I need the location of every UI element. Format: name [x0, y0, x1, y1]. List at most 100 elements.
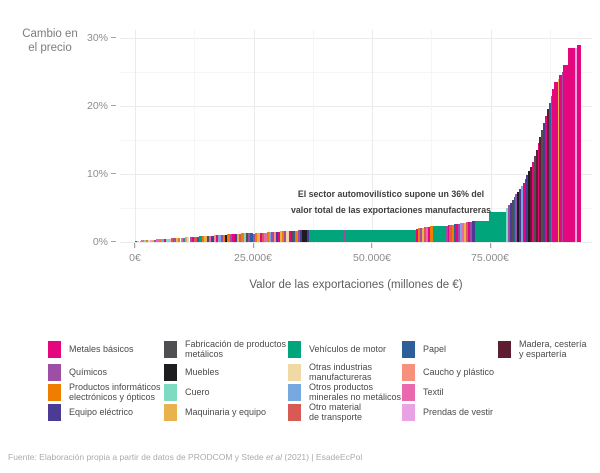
source-note-etal: et al: [265, 452, 283, 462]
bar-segment: [300, 230, 303, 242]
legend-swatch: [164, 403, 177, 421]
legend-item: Muebles: [164, 363, 219, 381]
legend-label: Vehículos de motor: [309, 343, 387, 354]
bar-segment: [344, 229, 346, 242]
bar-segment: [519, 188, 521, 242]
legend-item: Maquinaria y equipo: [164, 403, 266, 421]
bar-segment: [139, 240, 142, 242]
bar-segment: [229, 234, 232, 242]
gridline-y-minor: [120, 72, 592, 73]
bar-segment: [288, 230, 291, 242]
legend-label: Otras industrias manufactureras: [309, 361, 373, 383]
bar-segment: [148, 239, 150, 242]
legend-label: Otros productos minerales no metálicos: [309, 381, 402, 403]
bar-segment: [216, 235, 219, 242]
bar-segment: [430, 226, 433, 242]
bar-segment: [257, 233, 260, 242]
bar-segment: [177, 237, 181, 242]
bar-segment: [432, 226, 446, 242]
bar-segment: [184, 237, 188, 242]
legend-item: Químicos: [48, 363, 107, 381]
legend-item: Otras industrias manufactureras: [288, 361, 373, 383]
legend-item: Textil: [402, 383, 444, 401]
bar-segment: [275, 231, 279, 242]
bar-segment: [520, 186, 523, 242]
y-tick-mark: [111, 173, 116, 174]
legend-item: Papel: [402, 340, 446, 358]
legend-label: Fabricación de productos metálicos: [185, 338, 287, 360]
bar-segment: [141, 240, 144, 242]
bar-segment: [189, 237, 193, 242]
bar-segment: [252, 233, 255, 242]
bar-segment: [225, 234, 228, 242]
bar-segment: [266, 232, 269, 242]
source-note-suffix: (2021) | EsadeEcPol: [282, 452, 363, 462]
legend-swatch: [402, 363, 415, 381]
bar-segment: [543, 123, 545, 242]
bar-segment: [203, 236, 207, 242]
bar-segment: [295, 230, 298, 242]
gridline-x-minor: [431, 30, 433, 248]
annotation-line2: valor total de las exportaciones manufac…: [291, 205, 491, 215]
gridline-x-major: [135, 30, 136, 248]
legend-swatch: [164, 340, 177, 358]
gridline-y-major: [120, 242, 592, 243]
legend-item: Cuero: [164, 383, 210, 401]
bar-segment: [137, 240, 140, 242]
bar-segment: [515, 194, 518, 242]
bar-segment: [459, 223, 462, 242]
bar-segment: [465, 222, 468, 242]
bar-segment: [575, 47, 577, 242]
legend-swatch: [164, 363, 177, 381]
bar-segment: [213, 235, 217, 242]
bar-segment: [143, 240, 146, 242]
bar-segment: [194, 236, 197, 242]
bar-segment: [472, 221, 476, 242]
x-tick-label-0: 0€: [129, 252, 141, 264]
gridline-y-major: [120, 38, 592, 39]
legend-item: Otros productos minerales no metálicos: [288, 381, 402, 403]
bar-segment: [241, 233, 244, 242]
bar-segment: [192, 236, 195, 242]
gridline-y-major: [120, 174, 592, 175]
bar-segment: [196, 236, 200, 242]
legend-swatch: [402, 340, 415, 358]
bar-segment: [449, 225, 452, 242]
bar-segment: [528, 171, 531, 242]
gridline-x-major: [372, 30, 373, 248]
y-tick-label-0: 0%: [92, 236, 108, 248]
bar-segment: [168, 238, 172, 242]
bar-segment: [522, 182, 525, 242]
bar-segment: [149, 239, 153, 242]
x-tick-label-25k: 25.000€: [234, 252, 272, 264]
y-axis-title: Cambio en el precio: [6, 27, 94, 55]
bar-segment: [273, 231, 276, 242]
legend-swatch: [48, 363, 61, 381]
bar-segment: [208, 235, 212, 242]
bar-segment: [234, 233, 237, 242]
bar-segment: [469, 221, 472, 242]
bar-segment: [264, 232, 267, 242]
bar-segment: [550, 95, 553, 242]
legend-swatch: [48, 340, 61, 358]
legend-label: Caucho y plástico: [423, 366, 495, 377]
legend-label: Químicos: [69, 366, 108, 377]
bar-segment: [423, 227, 426, 242]
bar-segment: [546, 109, 549, 242]
bar-segment: [567, 47, 576, 242]
legend-item: Equipo eléctrico: [48, 403, 133, 421]
legend-label: Cuero: [185, 386, 210, 397]
legend-swatch: [498, 340, 511, 358]
plot-area: [120, 28, 592, 248]
legend-swatch: [48, 403, 61, 421]
legend: Metales básicos Químicos Productos informá…: [48, 338, 593, 432]
legend-item: Vehículos de motor: [288, 340, 386, 358]
y-tick-label-10: 10%: [86, 168, 108, 180]
bar-segment: [533, 156, 536, 242]
bar-segment: [297, 230, 301, 242]
legend-label: Metales básicos: [69, 343, 134, 354]
bar-segment: [309, 229, 345, 242]
y-axis-title-line2: el precio: [28, 42, 72, 54]
bar-segment: [199, 236, 202, 242]
